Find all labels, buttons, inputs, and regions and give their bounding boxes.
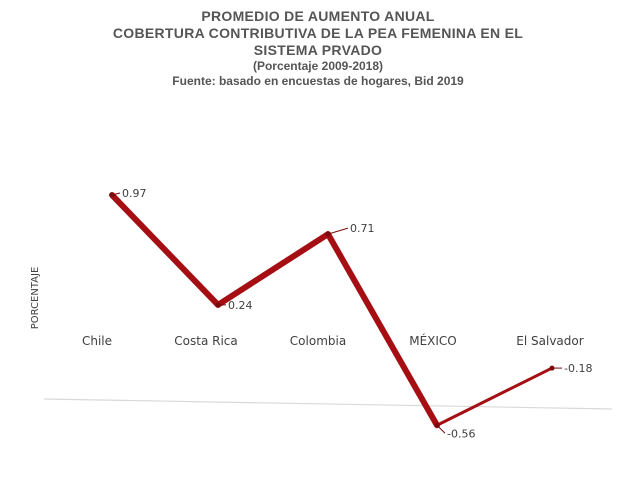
data-label-2: 0.24 bbox=[228, 299, 253, 312]
series-segment-1 bbox=[109, 192, 221, 308]
chart-source: Fuente: basado en encuestas de hogares, … bbox=[172, 74, 464, 88]
series-layer bbox=[109, 192, 555, 429]
series-segment-4 bbox=[435, 366, 554, 427]
category-label-4: MÉXICO bbox=[409, 333, 457, 348]
category-label-3: Colombia bbox=[290, 334, 346, 348]
chart-title-line3: SISTEMA PRVADO bbox=[253, 42, 383, 58]
chart-titles: PROMEDIO DE AUMENTO ANUAL COBERTURA CONT… bbox=[0, 8, 636, 89]
category-label-2: Costa Rica bbox=[174, 334, 237, 348]
data-label-1: 0.97 bbox=[122, 187, 147, 200]
data-label-3: 0.71 bbox=[350, 222, 375, 235]
y-axis-label: PORCENTAJE bbox=[30, 267, 41, 330]
leader-line-1 bbox=[111, 192, 121, 196]
category-label-1: Chile bbox=[82, 334, 112, 348]
series-segment-3 bbox=[325, 231, 440, 429]
chart-title-line1: PROMEDIO DE AUMENTO ANUAL bbox=[201, 8, 435, 24]
data-label-4: -0.56 bbox=[447, 427, 475, 440]
leader-line-4 bbox=[436, 424, 446, 434]
series-segment-2 bbox=[215, 231, 331, 308]
x-axis-line bbox=[43, 398, 613, 410]
data-label-5: -0.18 bbox=[564, 362, 592, 375]
chart-subtitle: (Porcentaje 2009-2018) bbox=[252, 59, 384, 73]
chart-title-line2: COBERTURA CONTRIBUTIVA DE LA PEA FEMENIN… bbox=[112, 25, 524, 41]
leader-line-3 bbox=[327, 227, 349, 235]
label-layer: 0.97 0.24 0.71 -0.56 -0.18 Chile Costa Rica Col… bbox=[82, 187, 592, 440]
category-label-5: El Salvador bbox=[516, 334, 583, 348]
